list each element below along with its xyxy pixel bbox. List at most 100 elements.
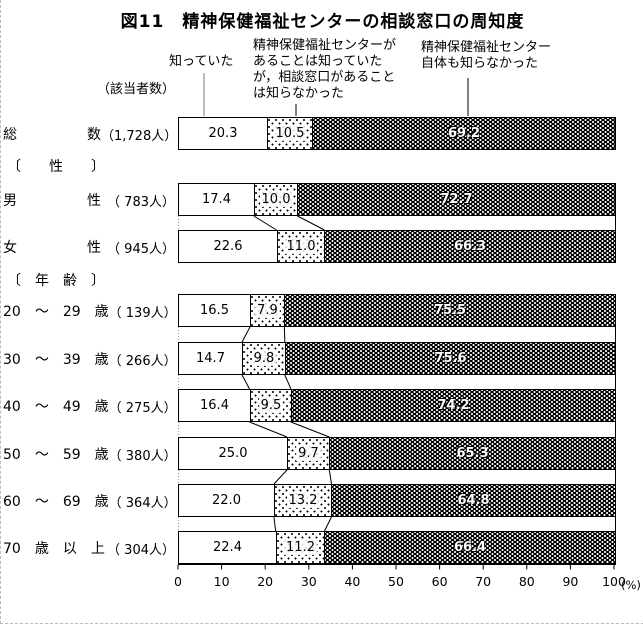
bar-segment-unknown: 66.3 [325, 231, 615, 262]
bar-value-label: 25.0 [219, 446, 248, 461]
bar-value-label: 14.7 [196, 351, 225, 366]
row-category-name: 女 性 [3, 237, 101, 257]
bar-segment-knew: 17.4 [179, 184, 255, 215]
row-category-name: 総 数 [3, 124, 101, 144]
row-respondent-count: （ 783人） [107, 191, 175, 210]
bar-segment-unknown: 72.7 [298, 184, 615, 215]
row-respondent-count: （ 364人） [109, 492, 177, 511]
connector-line [297, 216, 324, 230]
stacked-bar: 22.0 13.2 64.8 [178, 484, 616, 517]
row-respondent-count: （ 266人） [109, 350, 177, 369]
bar-segment-unknown: 66.4 [325, 532, 615, 563]
row-label: 40 ～ 49 歳（ 275人） [3, 396, 175, 416]
row-respondent-count: （1,728人） [101, 125, 177, 144]
bar-value-label: 11.2 [284, 540, 317, 555]
axis-tick-label: 70 [475, 574, 491, 589]
row-label: 60 ～ 69 歳（ 364人） [3, 491, 175, 511]
row-category-name: 60 ～ 69 歳 [3, 491, 109, 511]
row-category-name: 20 ～ 29 歳 [3, 301, 109, 321]
row-respondent-count: （ 380人） [109, 445, 177, 464]
row-respondent-count: （ 304人） [107, 539, 175, 558]
axis-tick-label: 30 [301, 574, 317, 589]
bar-segment-knew-center-only: 10.5 [268, 118, 313, 149]
connector-line [274, 470, 287, 484]
axis-tick-label: 100 [602, 574, 626, 589]
row-category-name: 40 ～ 49 歳 [3, 396, 109, 416]
axis-tick-label: 20 [257, 574, 273, 589]
bar-value-label: 22.0 [212, 493, 241, 508]
connector-line [285, 375, 291, 389]
bar-segment-knew: 22.4 [179, 532, 277, 563]
connector-line [324, 517, 331, 531]
respondents-count-label: （該当者数） [97, 82, 175, 98]
bar-value-label: 7.9 [255, 303, 280, 318]
section-header: 〔 性 〕 [7, 156, 105, 176]
bar-segment-knew: 22.6 [179, 231, 278, 262]
bar-value-label: 64.8 [457, 493, 489, 508]
bar-segment-knew-center-only: 9.7 [288, 438, 330, 469]
axis-tick-label: 10 [214, 574, 230, 589]
bar-segment-unknown: 69.2 [313, 118, 615, 149]
connector-line [291, 422, 329, 437]
stacked-bar: 22.6 11.0 66.3 [178, 230, 616, 263]
row-category-name: 70 歳 以 上 [3, 538, 105, 558]
row-respondent-count: （ 275人） [109, 397, 177, 416]
axis-tick-label: 60 [432, 574, 448, 589]
row-category-name: 男 性 [3, 190, 101, 210]
bar-value-label: 11.0 [285, 239, 318, 254]
axis-unit-label: (%) [621, 578, 641, 592]
bar-segment-knew-center-only: 7.9 [251, 295, 285, 326]
stacked-bar: 16.4 9.5 74.2 [178, 389, 616, 422]
row-label: 総 数（1,728人） [3, 124, 175, 144]
bar-value-label: 9.8 [252, 351, 277, 366]
row-respondent-count: （ 139人） [109, 302, 177, 321]
bar-segment-unknown: 75.6 [286, 343, 615, 374]
bar-segment-knew-center-only: 11.0 [278, 231, 325, 262]
axis-tick-label: 40 [344, 574, 360, 589]
section-header: 〔 年 齢 〕 [7, 270, 105, 290]
row-label: 50 ～ 59 歳（ 380人） [3, 444, 175, 464]
connector-line [242, 375, 249, 389]
bar-segment-knew-center-only: 9.8 [243, 343, 286, 374]
connector-line [250, 422, 287, 437]
bar-value-label: 20.3 [209, 126, 238, 141]
bar-value-label: 75.5 [434, 303, 466, 318]
connector-line [274, 517, 276, 531]
row-category-name: 30 ～ 39 歳 [3, 349, 109, 369]
bar-value-label: 16.4 [200, 398, 229, 413]
stacked-bar: 25.0 9.7 65.3 [178, 437, 616, 470]
bar-segment-knew: 20.3 [179, 118, 268, 149]
bar-value-label: 66.4 [454, 540, 486, 555]
bar-segment-knew: 25.0 [179, 438, 288, 469]
bar-segment-knew: 16.4 [179, 390, 251, 421]
bar-segment-knew: 16.5 [179, 295, 251, 326]
bar-value-label: 75.6 [434, 351, 466, 366]
bar-segment-unknown: 65.3 [330, 438, 615, 469]
row-label: 70 歳 以 上（ 304人） [3, 538, 175, 558]
bar-value-label: 13.2 [287, 493, 320, 508]
stacked-bar: 20.3 10.5 69.2 [178, 117, 616, 150]
bar-value-label: 17.4 [202, 192, 231, 207]
bar-segment-knew-center-only: 11.2 [277, 532, 325, 563]
bar-value-label: 72.7 [440, 192, 472, 207]
bar-value-label: 10.5 [274, 126, 307, 141]
stacked-bar: 16.5 7.9 75.5 [178, 294, 616, 327]
bar-value-label: 69.2 [448, 126, 480, 141]
axis-tick-label: 80 [519, 574, 535, 589]
bar-value-label: 74.2 [437, 398, 469, 413]
connector-line [254, 216, 277, 230]
connector-line [242, 327, 250, 342]
row-label: 女 性 （ 945人） [3, 237, 175, 257]
bar-value-label: 22.4 [213, 540, 242, 555]
bar-value-label: 22.6 [214, 239, 243, 254]
bar-segment-unknown: 74.2 [292, 390, 615, 421]
axis-tick-label: 0 [174, 574, 182, 589]
bar-value-label: 16.5 [200, 303, 229, 318]
row-respondent-count: （ 945人） [107, 238, 175, 257]
bar-value-label: 9.7 [296, 446, 321, 461]
figure-title: 図11 精神保健福祉センターの相談窓口の周知度 [1, 7, 643, 32]
bar-segment-knew-center-only: 9.5 [251, 390, 292, 421]
bar-segment-unknown: 64.8 [332, 485, 615, 516]
